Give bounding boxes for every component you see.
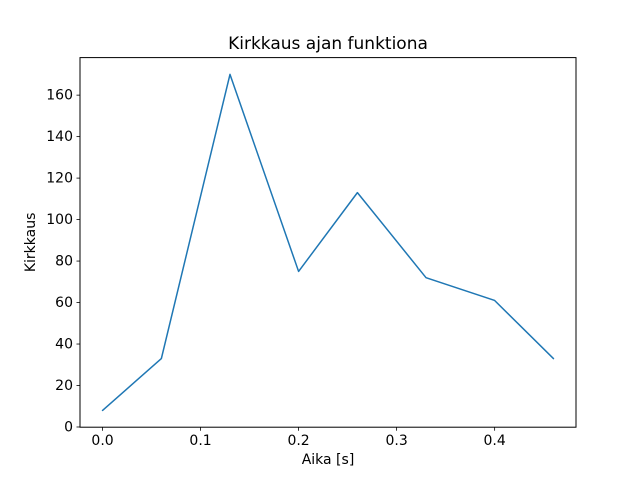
y-tick-label: 160 (46, 88, 73, 104)
y-tick-label: 20 (55, 378, 73, 394)
y-tick-label: 120 (46, 171, 73, 187)
axis-ticks: 0.0 0.1 0.2 0.3 0.4 0 20 40 60 80 100 120 140 160 (46, 88, 506, 450)
y-tick-label: 80 (55, 254, 73, 270)
x-tick-label: 0.1 (189, 433, 211, 449)
plot-area (80, 57, 576, 428)
x-axis-label: Aika [s] (302, 452, 355, 468)
x-tick-label: 0.0 (91, 433, 113, 449)
x-tick-label: 0.2 (287, 433, 309, 449)
x-tick-label: 0.4 (484, 433, 506, 449)
chart-title: Kirkkaus ajan funktiona (228, 34, 428, 54)
y-tick-label: 0 (64, 419, 73, 435)
y-tick-label: 60 (55, 295, 73, 311)
y-axis-label: Kirkkaus (23, 213, 39, 273)
y-tick-label: 40 (55, 337, 73, 353)
axes-spines (79, 57, 577, 428)
x-tick-label: 0.3 (385, 433, 407, 449)
y-tick-label: 140 (46, 129, 73, 145)
y-tick-label: 100 (46, 212, 73, 228)
data-line (101, 73, 555, 412)
